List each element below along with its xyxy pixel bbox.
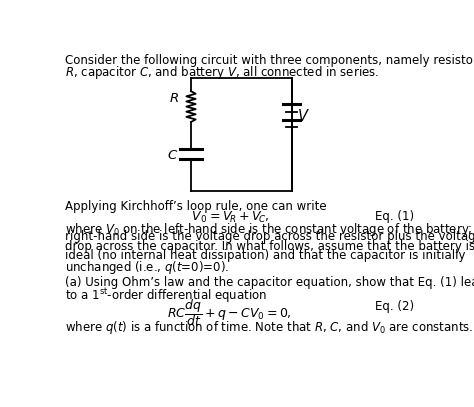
Text: $R$, capacitor $C$, and battery $V$, all connected in series.: $R$, capacitor $C$, and battery $V$, all…	[64, 64, 379, 81]
Text: Consider the following circuit with three components, namely resistor: Consider the following circuit with thre…	[64, 54, 474, 67]
Text: Eq. (2): Eq. (2)	[375, 300, 414, 313]
Text: $R$: $R$	[169, 92, 179, 105]
Text: to a 1$^{\mathrm{st}}$-order differential equation: to a 1$^{\mathrm{st}}$-order differentia…	[64, 286, 267, 304]
Text: Eq. (1): Eq. (1)	[375, 210, 414, 223]
Text: where $q(t)$ is a function of time. Note that $R$, $C$, and $V_0$ are constants.: where $q(t)$ is a function of time. Note…	[64, 319, 473, 337]
Text: (a) Using Ohm’s law and the capacitor equation, show that Eq. (1) leads: (a) Using Ohm’s law and the capacitor eq…	[64, 276, 474, 289]
Text: $V$: $V$	[297, 108, 310, 124]
Text: $V_{\,0}=V_{\!R}+V_{\!C},$: $V_{\,0}=V_{\!R}+V_{\!C},$	[191, 210, 269, 225]
Text: $C$: $C$	[167, 149, 179, 162]
Text: ideal (no internal heat dissipation) and that the capacitor is initially: ideal (no internal heat dissipation) and…	[64, 249, 465, 263]
Text: $RC\dfrac{dq}{dt}+q-CV_{0}=0,$: $RC\dfrac{dq}{dt}+q-CV_{0}=0,$	[167, 297, 292, 328]
Text: where $V_0$ on the left-hand side is the constant voltage of the battery; the: where $V_0$ on the left-hand side is the…	[64, 221, 474, 238]
Text: unchanged (i.e., $q(t$=0)=0).: unchanged (i.e., $q(t$=0)=0).	[64, 259, 229, 276]
Text: right-hand side is the voltage drop across the resistor plus the voltage: right-hand side is the voltage drop acro…	[64, 230, 474, 243]
Text: Applying Kirchhoff’s loop rule, one can write: Applying Kirchhoff’s loop rule, one can …	[64, 200, 326, 213]
Text: drop across the capacitor. In what follows, assume that the battery is: drop across the capacitor. In what follo…	[64, 240, 474, 253]
